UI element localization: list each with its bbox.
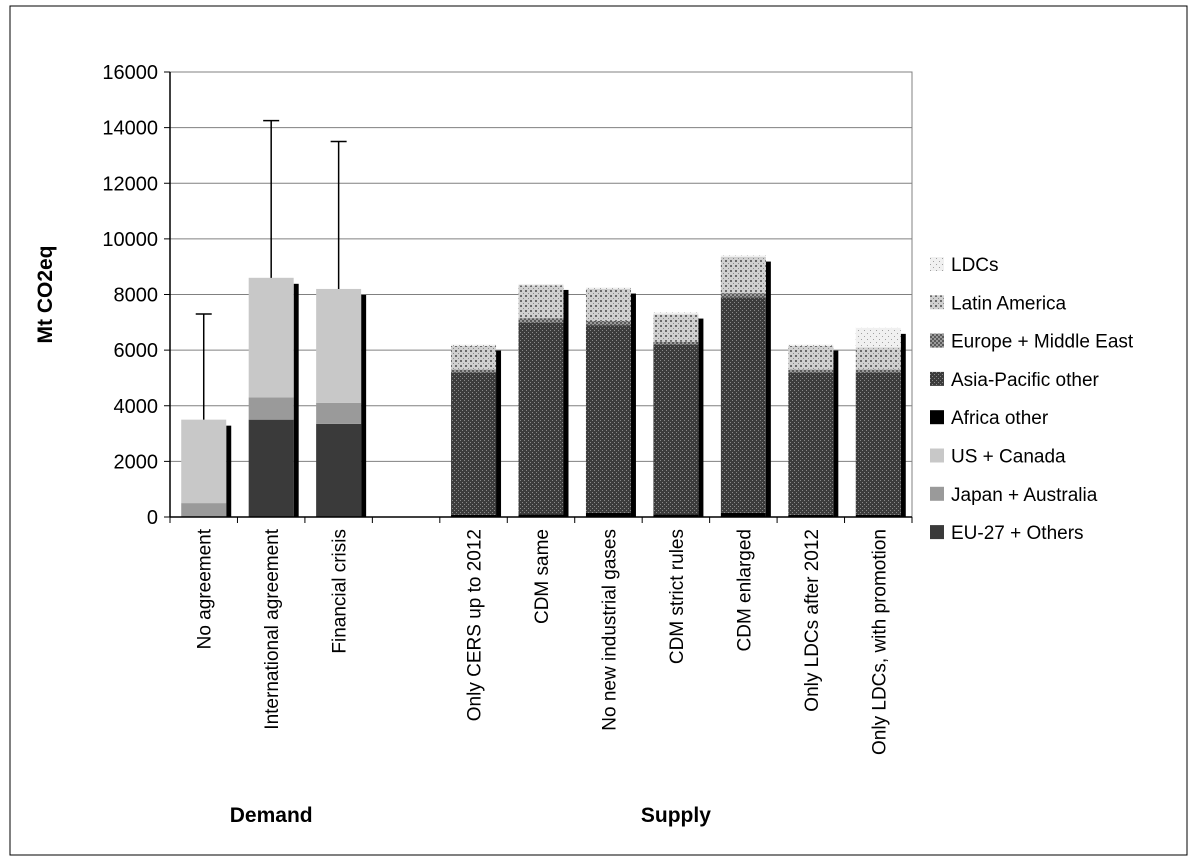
bar-shadow — [361, 294, 367, 517]
bar-segment-ldcs — [585, 287, 631, 289]
bar-segment-europe-middle-east — [518, 318, 564, 323]
legend-swatch-asia-pacific-other — [930, 371, 944, 386]
bar-segment-africa-other — [720, 512, 766, 517]
y-tick-label: 16000 — [102, 62, 158, 84]
bar-segment-us-canada — [181, 419, 227, 504]
bar-segment-us-canada — [248, 277, 294, 398]
legend-swatch-africa-other — [930, 410, 944, 425]
legend-label-latin-america: Latin America — [951, 293, 1067, 314]
legend-label-eu-27-others: EU-27 + Others — [951, 523, 1084, 544]
error-bars — [195, 119, 347, 420]
bar-segment-europe-middle-east — [451, 369, 497, 373]
y-tick-label: 8000 — [114, 285, 159, 307]
bar-shadow — [563, 289, 569, 517]
y-tick-label: 4000 — [114, 396, 159, 418]
x-tick-label: CDM same — [532, 529, 553, 624]
bar-shadow — [698, 318, 704, 517]
bar-segment-japan-australia — [248, 397, 294, 420]
bar-segment-latin-america — [720, 256, 766, 294]
bar-shadow — [496, 350, 502, 517]
bar-segment-ldcs — [788, 344, 834, 346]
bar-shadow — [900, 333, 906, 517]
legend-swatch-ldcs — [930, 257, 944, 271]
bar-segment-latin-america — [451, 345, 497, 370]
legend-swatch-eu-27-others — [930, 525, 944, 540]
bar-segment-europe-middle-east — [585, 320, 631, 326]
legend-swatch-europe-middle-east — [930, 333, 944, 348]
bar-segment-asia-pacific-other — [720, 297, 766, 513]
bar-segment-latin-america — [518, 285, 564, 319]
legend-label-europe-middle-east: Europe + Middle East — [951, 332, 1134, 353]
bar-segment-japan-australia — [316, 402, 362, 424]
bar-segment-latin-america — [788, 345, 834, 370]
legend-label-africa-other: Africa other — [951, 408, 1049, 429]
x-tick-label: CDM strict rules — [667, 529, 688, 664]
legend: LDCs Latin America Europe + Middle East Asi… — [930, 255, 1134, 544]
y-tick-label: 2000 — [114, 451, 159, 473]
bar-segment-asia-pacific-other — [788, 372, 834, 515]
bar-segment-asia-pacific-other — [585, 325, 631, 513]
bar-segment-africa-other — [855, 514, 901, 517]
bar-segment-asia-pacific-other — [653, 344, 699, 515]
bar-segment-latin-america — [585, 288, 631, 321]
x-tick-label: Financial crisis — [330, 529, 351, 654]
bar-segment-ldcs — [518, 283, 564, 286]
y-tick-label: 0 — [147, 507, 158, 529]
bar-segment-europe-middle-east — [855, 369, 901, 373]
legend-label-japan-australia: Japan + Australia — [951, 485, 1098, 506]
bar-shadow — [226, 425, 232, 517]
x-tick-label: International agreement — [262, 528, 283, 729]
bar-segment-africa-other — [653, 514, 699, 517]
bar-segment-asia-pacific-other — [518, 322, 564, 515]
bar-segment-europe-middle-east — [653, 341, 699, 345]
bar-segment-africa-other — [585, 512, 631, 517]
bar-segment-japan-australia — [181, 503, 227, 517]
bar-segment-us-canada — [316, 288, 362, 403]
bar-segment-ldcs — [653, 312, 699, 315]
bar-segment-africa-other — [518, 514, 564, 517]
x-tick-label: Only CERS up to 2012 — [465, 529, 486, 721]
bar-segment-asia-pacific-other — [855, 372, 901, 515]
bars — [181, 255, 906, 517]
bar-segment-ldcs — [855, 327, 901, 348]
group-label-supply: Supply — [641, 804, 711, 827]
legend-label-us-canada: US + Canada — [951, 447, 1066, 468]
bar-segment-africa-other — [788, 514, 834, 517]
bar-segment-europe-middle-east — [788, 369, 834, 373]
bar-segment-latin-america — [855, 347, 901, 370]
x-tick-label: No agreement — [195, 528, 216, 649]
bar-shadow — [630, 293, 636, 517]
bar-segment-latin-america — [653, 314, 699, 342]
y-tick-label: 12000 — [102, 173, 158, 195]
bar-segment-eu-27-others — [316, 423, 362, 517]
group-label-demand: Demand — [230, 804, 313, 827]
bar-shadow — [293, 283, 299, 517]
x-tick-label: CDM enlarged — [734, 529, 755, 652]
bar-segment-eu-27-others — [248, 419, 294, 517]
bar-segment-asia-pacific-other — [451, 372, 497, 515]
bar-segment-africa-other — [451, 514, 497, 517]
axes: 0 2000 4000 6000 8000 10000 12000 14000 16000 No … — [34, 62, 913, 827]
legend-label-ldcs: LDCs — [951, 255, 999, 276]
bar-shadow — [765, 261, 771, 517]
legend-swatch-japan-australia — [930, 486, 944, 501]
legend-swatch-latin-america — [930, 295, 944, 310]
x-tick-label: Only LDCs after 2012 — [802, 529, 823, 712]
y-axis-label: Mt CO2eq — [34, 245, 57, 343]
x-tick-label: No new industrial gases — [599, 529, 620, 731]
bar-segment-ldcs — [720, 255, 766, 257]
y-tick-label: 10000 — [102, 229, 158, 251]
legend-label-asia-pacific-other: Asia-Pacific other — [951, 370, 1100, 391]
y-tick-label: 14000 — [102, 118, 158, 140]
x-tick-label: Only LDCs, with promotion — [869, 529, 890, 755]
bar-shadow — [833, 350, 839, 517]
legend-swatch-us-canada — [930, 448, 944, 463]
bar-segment-ldcs — [451, 344, 497, 346]
y-tick-label: 6000 — [114, 340, 159, 362]
bar-segment-europe-middle-east — [720, 293, 766, 298]
